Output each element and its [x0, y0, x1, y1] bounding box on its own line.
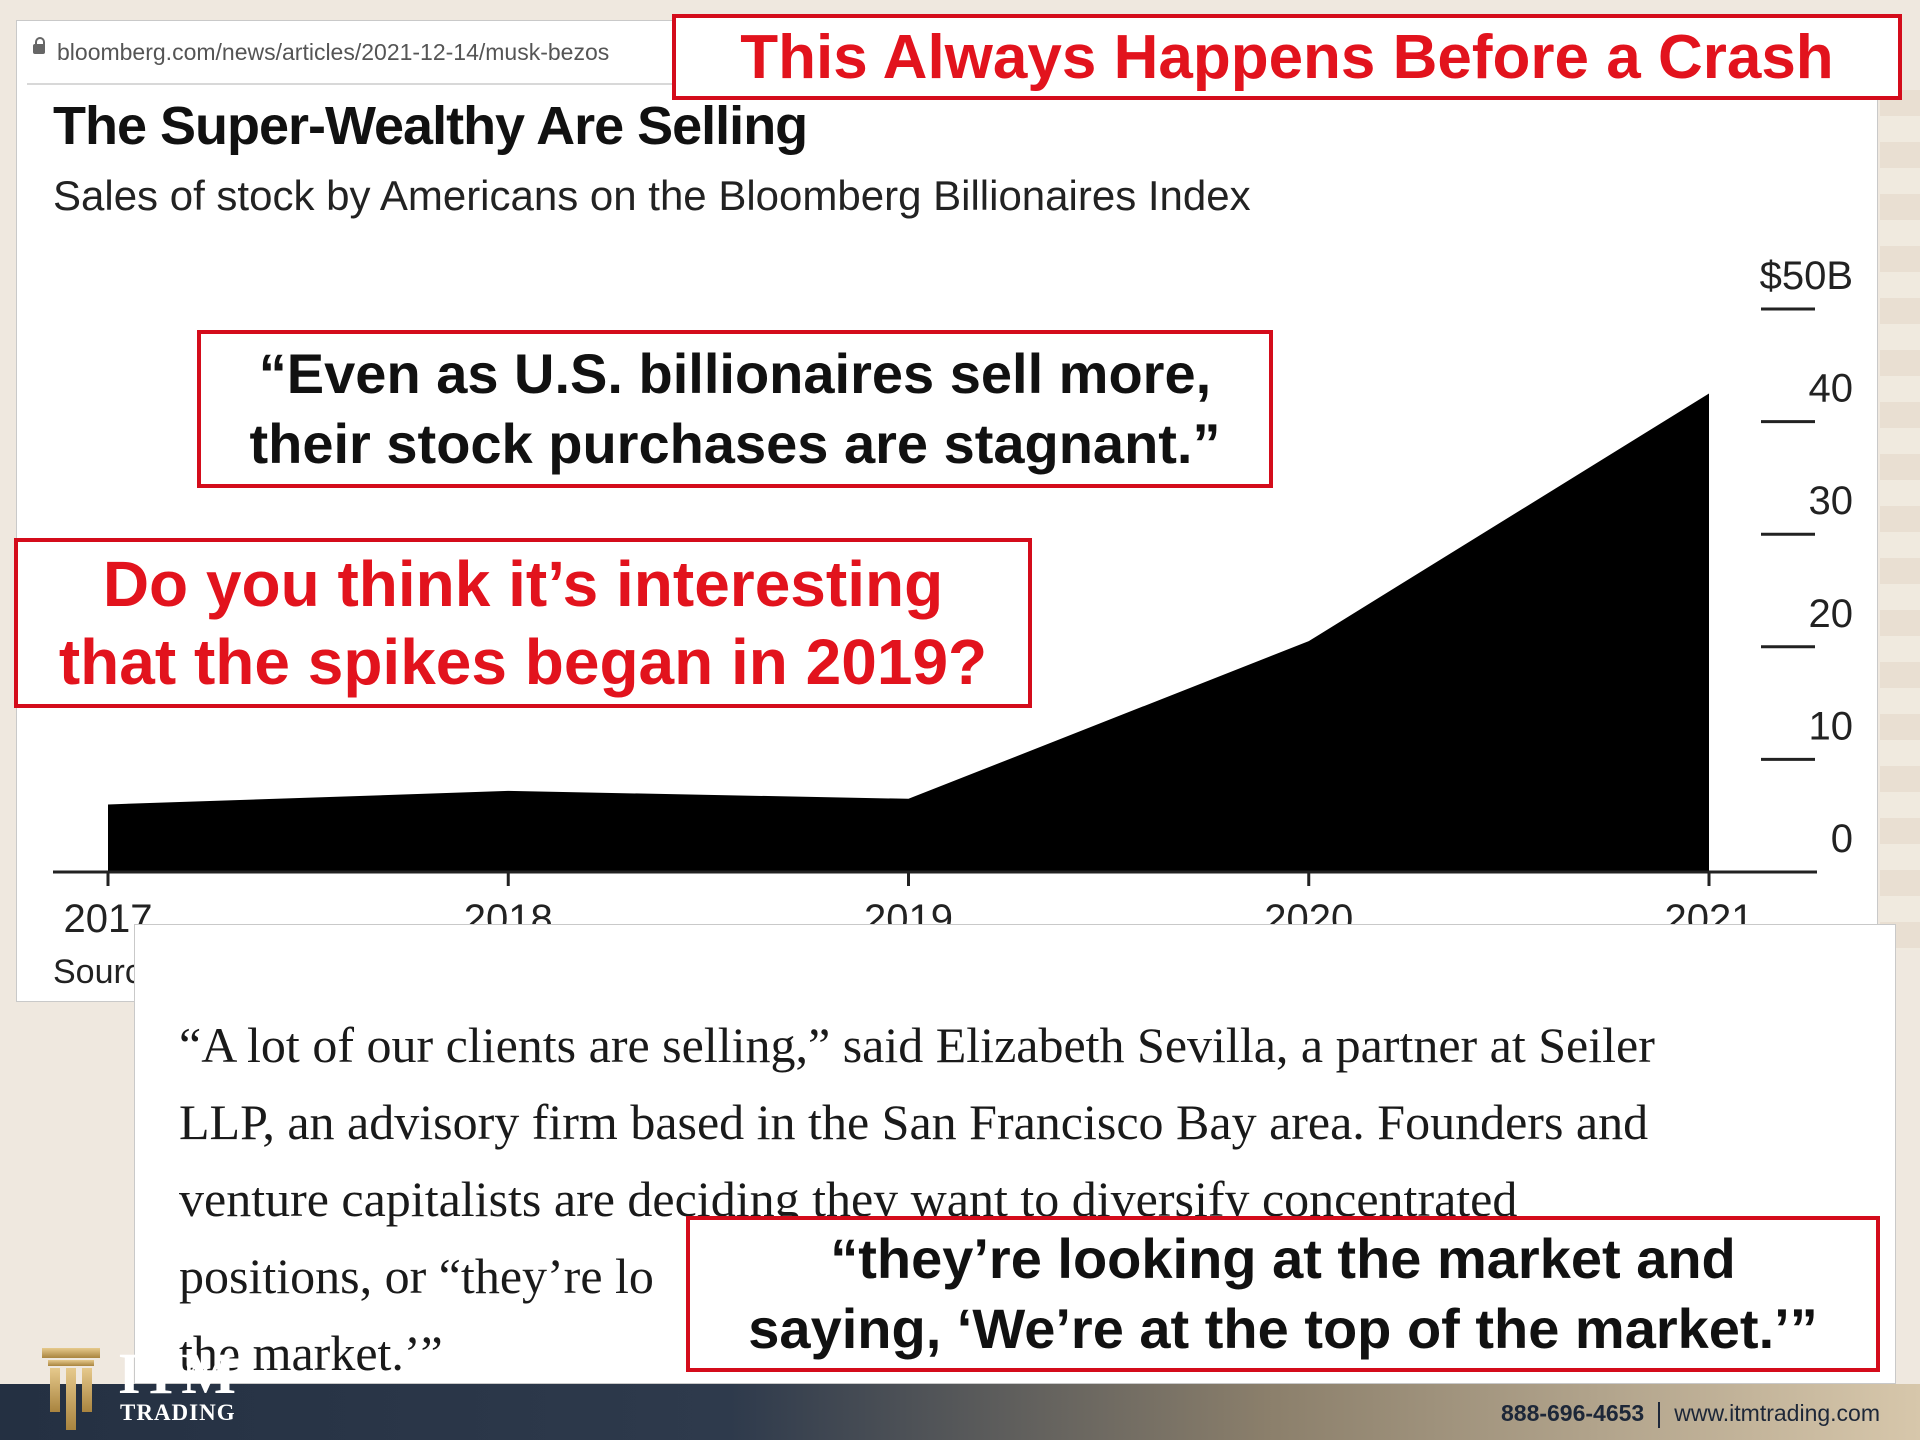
question-callout: Do you think it’s interesting that the s… [14, 538, 1032, 708]
chart-subtitle: Sales of stock by Americans on the Bloom… [53, 172, 1251, 219]
footer-bar [0, 1384, 1920, 1440]
decorative-stripes [1880, 90, 1920, 950]
question-line: that the spikes began in 2019? [58, 626, 988, 698]
url-bar[interactable]: bloomberg.com/news/articles/2021-12-14/m… [25, 33, 685, 71]
y-tick-label: 40 [1809, 367, 1854, 411]
quote-line: “Even as U.S. billionaires sell more, [258, 342, 1212, 405]
area-series [108, 393, 1709, 872]
article-line: the market.’” [179, 1325, 443, 1381]
url-text: bloomberg.com/news/articles/2021-12-14/m… [57, 39, 610, 65]
question-line: Do you think it’s interesting [102, 548, 944, 620]
article-line: “A lot of our clients are selling,” said… [179, 1017, 1655, 1073]
quote-callout: “Even as U.S. billionaires sell more, th… [197, 330, 1273, 488]
article-line: LLP, an advisory firm based in the San F… [179, 1094, 1649, 1150]
y-tick-label: 30 [1809, 479, 1854, 523]
y-tick-label: 20 [1809, 592, 1854, 636]
itm-pillar-logo-icon [42, 1348, 100, 1430]
quote-line: their stock purchases are stagnant.” [249, 412, 1221, 475]
logo-subtitle: TRADING [120, 1400, 236, 1425]
bottom-quote-callout: “they’re looking at the market and sayin… [686, 1216, 1880, 1372]
y-tick-label: 10 [1809, 704, 1854, 748]
lock-icon [33, 37, 45, 54]
chart-title: The Super-Wealthy Are Selling [53, 96, 808, 156]
article-line: positions, or “they’re lo [179, 1248, 654, 1304]
y-tick-label: 0 [1831, 817, 1853, 861]
logo-wordmark: ITM [118, 1341, 237, 1406]
chart-panel: bloomberg.com/news/articles/2021-12-14/m… [16, 20, 1878, 1002]
bottom-quote-line: saying, ‘We’re at the top of the market.… [748, 1297, 1818, 1360]
bottom-quote-line: “they’re looking at the market and [830, 1227, 1736, 1290]
headline-banner: This Always Happens Before a Crash [672, 14, 1902, 100]
footer-phone[interactable]: 888-696-4653 [1500, 1400, 1645, 1426]
y-tick-label: $50B [1760, 254, 1853, 298]
footer-website[interactable]: www.itmtrading.com [1674, 1400, 1880, 1426]
footer-divider [1658, 1401, 1661, 1428]
footer-contact: 888-696-4653 www.itmtrading.com [1501, 1400, 1880, 1428]
